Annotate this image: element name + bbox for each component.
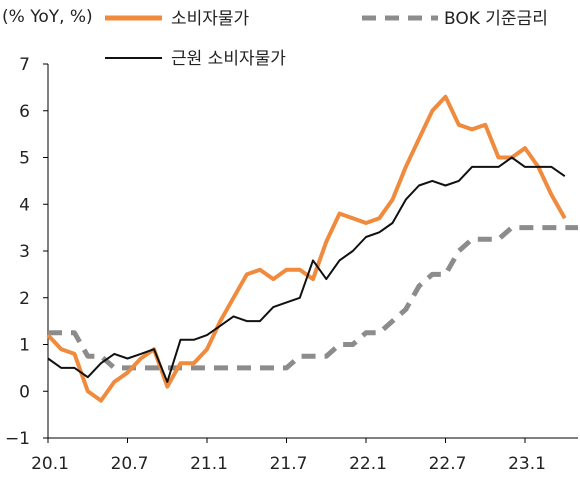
legend-label-bok-rate: BOK 기준금리 <box>444 9 548 29</box>
series-line-core-cpi <box>47 156 566 383</box>
y-tick-label: 3 <box>19 242 30 262</box>
y-tick-label: 5 <box>19 149 30 169</box>
x-tick-label: 20.1 <box>31 454 69 474</box>
x-tick-label: 21.1 <box>190 454 228 474</box>
y-tick-label: 1 <box>19 336 30 356</box>
series-line-bok-rate <box>48 225 578 371</box>
legend-label-cpi: 소비자물가 <box>171 9 250 29</box>
y-axis-unit-label: (% YoY, %) <box>2 7 93 27</box>
series-line-cpi <box>46 94 567 403</box>
x-tick-label: 21.7 <box>270 454 308 474</box>
legend: 소비자물가 BOK 기준금리 근원 소비자물가 <box>105 9 548 69</box>
x-tick-label: 20.7 <box>111 454 149 474</box>
y-tick-label: −1 <box>5 429 30 449</box>
x-tick-label: 22.7 <box>429 454 467 474</box>
series-layer <box>46 94 578 403</box>
y-tick-label: 7 <box>19 55 30 75</box>
y-tick-label: 6 <box>19 102 30 122</box>
y-tick-label: 2 <box>19 289 30 309</box>
y-tick-labels: −1 0 1 2 3 4 5 6 7 <box>5 55 48 449</box>
y-tick-label: 0 <box>19 382 30 402</box>
x-tick-labels: 20.1 20.7 21.1 21.7 22.1 22.7 23.1 <box>31 438 546 474</box>
x-tick-label: 22.1 <box>349 454 387 474</box>
legend-label-core-cpi: 근원 소비자물가 <box>171 49 286 69</box>
y-tick-label: 4 <box>19 195 30 215</box>
x-tick-label: 23.1 <box>508 454 546 474</box>
